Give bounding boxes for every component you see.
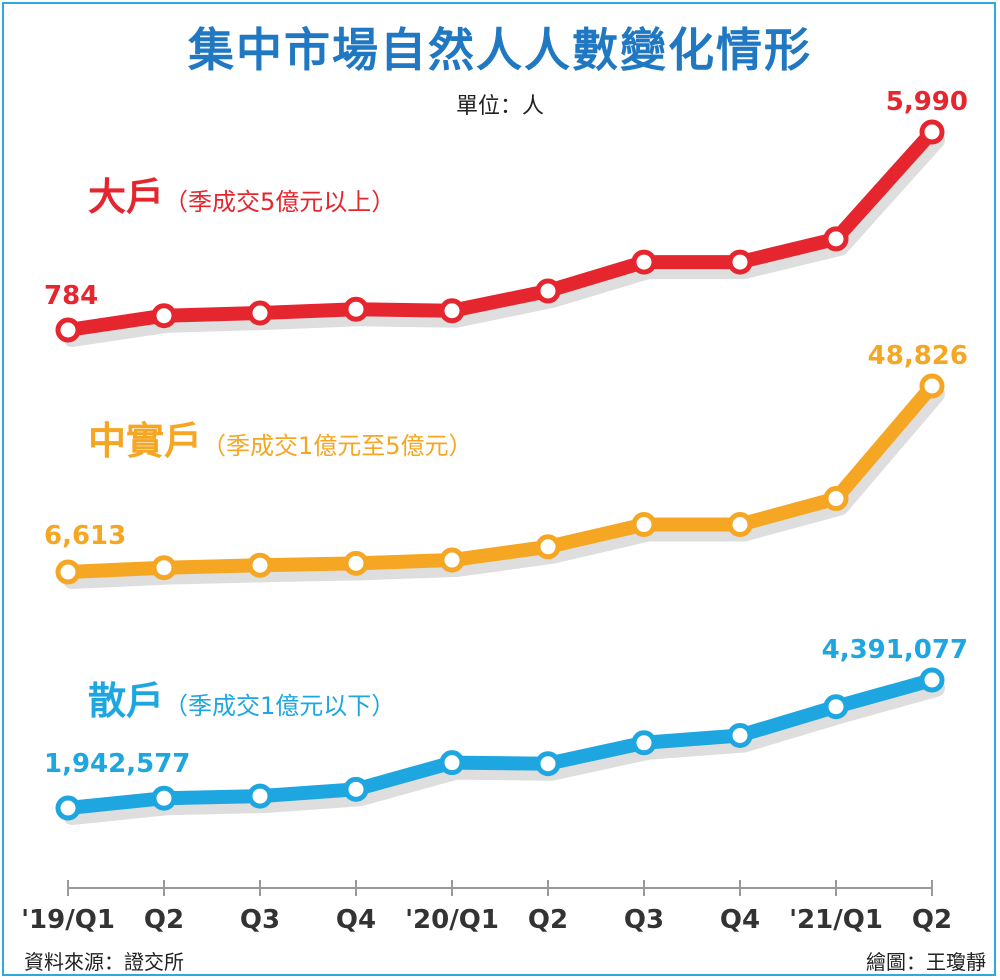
data-point-middle bbox=[151, 555, 177, 581]
data-point-middle bbox=[535, 534, 561, 560]
data-point-retail bbox=[151, 785, 177, 811]
series-name-retail: 散戶 bbox=[88, 679, 165, 723]
data-point-middle bbox=[631, 512, 657, 538]
data-point-retail bbox=[343, 776, 369, 802]
series-label-middle: 中實戶（季成交1億元至5億元） bbox=[88, 410, 473, 465]
source-note: 資料來源：證交所 bbox=[24, 950, 184, 974]
data-point-retail bbox=[55, 795, 81, 821]
series-name-large: 大戶 bbox=[88, 175, 165, 219]
data-point-large bbox=[727, 249, 753, 275]
data-point-middle bbox=[55, 559, 81, 585]
x-tick-label: Q2 bbox=[912, 905, 952, 935]
series-line-large bbox=[61, 125, 939, 337]
data-point-middle bbox=[727, 512, 753, 538]
x-tick-label: Q2 bbox=[144, 905, 184, 935]
value-label-last-retail: 4,391,077 bbox=[822, 635, 968, 665]
value-label-first-retail: 1,942,577 bbox=[44, 749, 190, 779]
x-tick-label: Q3 bbox=[240, 905, 280, 935]
data-point-large bbox=[919, 119, 945, 145]
value-label-last-middle: 48,826 bbox=[868, 341, 968, 371]
series-condition-large: （季成交5億元以上） bbox=[164, 188, 396, 216]
chart-title: 集中市場自然人人數變化情形 bbox=[188, 23, 812, 77]
data-point-large bbox=[535, 278, 561, 304]
value-label-first-middle: 6,613 bbox=[44, 521, 126, 551]
x-tick-label: '20/Q1 bbox=[405, 905, 499, 935]
data-point-middle bbox=[439, 547, 465, 573]
data-point-middle bbox=[247, 552, 273, 578]
data-point-retail bbox=[727, 722, 753, 748]
series-line-retail bbox=[61, 673, 939, 815]
value-label-first-large: 784 bbox=[44, 281, 98, 311]
x-tick-label: Q4 bbox=[336, 905, 376, 935]
data-point-retail bbox=[247, 783, 273, 809]
data-point-large bbox=[151, 303, 177, 329]
x-tick-label: '21/Q1 bbox=[789, 905, 883, 935]
data-point-retail bbox=[631, 730, 657, 756]
series-condition-retail: （季成交1億元以下） bbox=[164, 692, 396, 720]
series-label-large: 大戶（季成交5億元以上） bbox=[88, 166, 395, 221]
data-point-middle bbox=[343, 550, 369, 576]
data-point-large bbox=[55, 317, 81, 343]
data-point-large bbox=[439, 298, 465, 324]
series-name-middle: 中實戶 bbox=[88, 419, 203, 463]
series-line-middle bbox=[61, 379, 939, 579]
data-point-retail bbox=[535, 751, 561, 777]
data-point-retail bbox=[439, 750, 465, 776]
series-condition-middle: （季成交1億元至5億元） bbox=[202, 432, 473, 460]
data-point-large bbox=[823, 226, 849, 252]
x-tick-label: Q2 bbox=[528, 905, 568, 935]
data-point-large bbox=[247, 300, 273, 326]
data-point-middle bbox=[823, 486, 849, 512]
unit-label: 單位：人 bbox=[455, 94, 544, 119]
x-tick-label: Q3 bbox=[624, 905, 664, 935]
series-label-retail: 散戶（季成交1億元以下） bbox=[88, 670, 395, 725]
credit-note: 繪圖：王瓊靜 bbox=[866, 950, 986, 974]
series-line-shadow-retail bbox=[63, 679, 945, 825]
data-point-retail bbox=[823, 694, 849, 720]
data-point-large bbox=[343, 296, 369, 322]
data-point-large bbox=[631, 249, 657, 275]
data-point-middle bbox=[919, 373, 945, 399]
series-line-shadow-middle bbox=[63, 385, 945, 589]
data-point-retail bbox=[919, 667, 945, 693]
series-line-shadow-large bbox=[63, 131, 945, 347]
x-tick-label: '19/Q1 bbox=[21, 905, 115, 935]
x-tick-label: Q4 bbox=[720, 905, 760, 935]
value-label-last-large: 5,990 bbox=[886, 87, 968, 117]
